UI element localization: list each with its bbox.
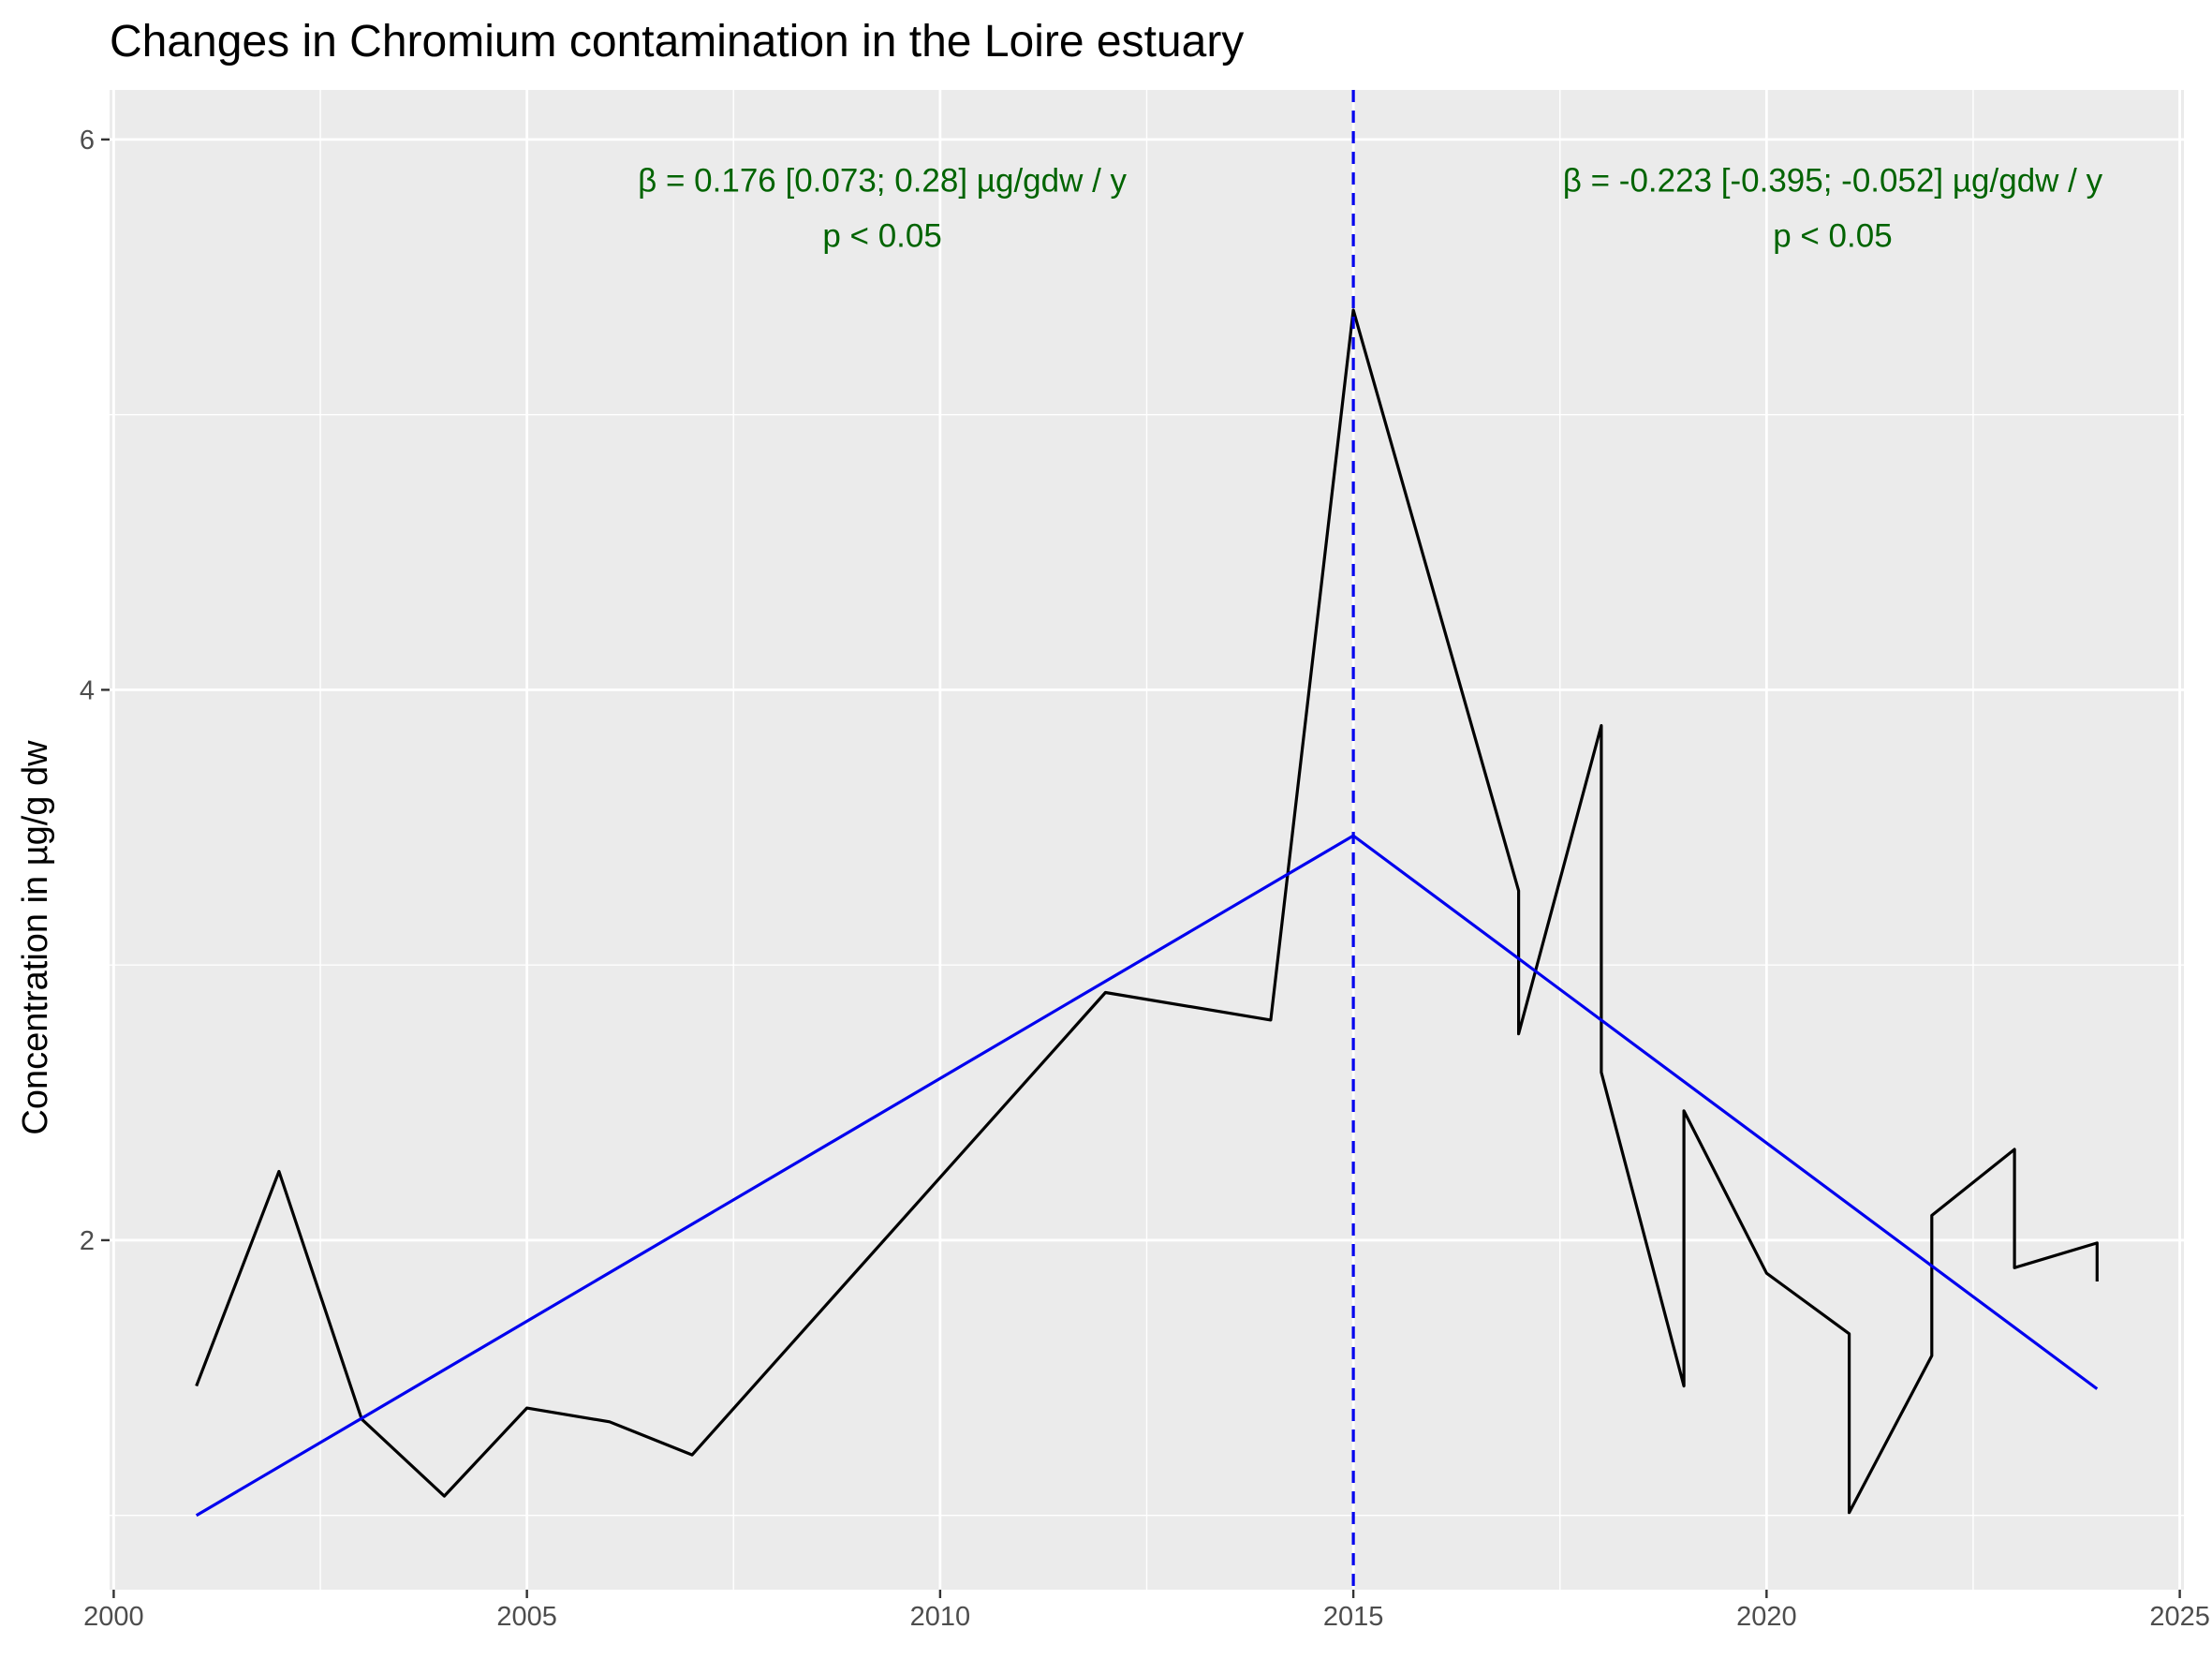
annotation-layer: β = 0.176 [0.073; 0.28] µg/gdw / y p < 0.… [638,163,2102,255]
annotation-text: β = -0.223 [-0.395; -0.052] µg/gdw / y [1563,163,2103,200]
y-tick-label: 2 [80,1226,95,1256]
chart-title: Changes in Chromium contamination in the… [110,17,1244,67]
annotation-text: β = 0.176 [0.073; 0.28] µg/gdw / y [638,163,1127,200]
y-axis-title: Concentration in µg/g dw [16,740,55,1135]
x-tick-label: 2000 [83,1602,144,1632]
y-tick-label: 4 [80,675,95,705]
x-tick-label: 2015 [1323,1602,1384,1632]
x-tick-label: 2010 [910,1602,971,1632]
x-tick-label: 2020 [1736,1602,1797,1632]
grid-minor [110,90,2184,1590]
x-axis: 2000 2005 2010 2015 2020 2025 [83,1590,2210,1632]
observed-series-line [195,308,2099,1515]
x-tick-label: 2005 [496,1602,557,1632]
y-axis: 2 4 6 [80,126,110,1256]
y-tick-label: 6 [80,126,95,156]
x-tick-label: 2025 [2149,1602,2210,1632]
series-layer [195,90,2099,1590]
annotation-text: p < 0.05 [822,217,941,254]
grid-major [110,90,2184,1590]
annotation-text: p < 0.05 [1773,217,1892,254]
